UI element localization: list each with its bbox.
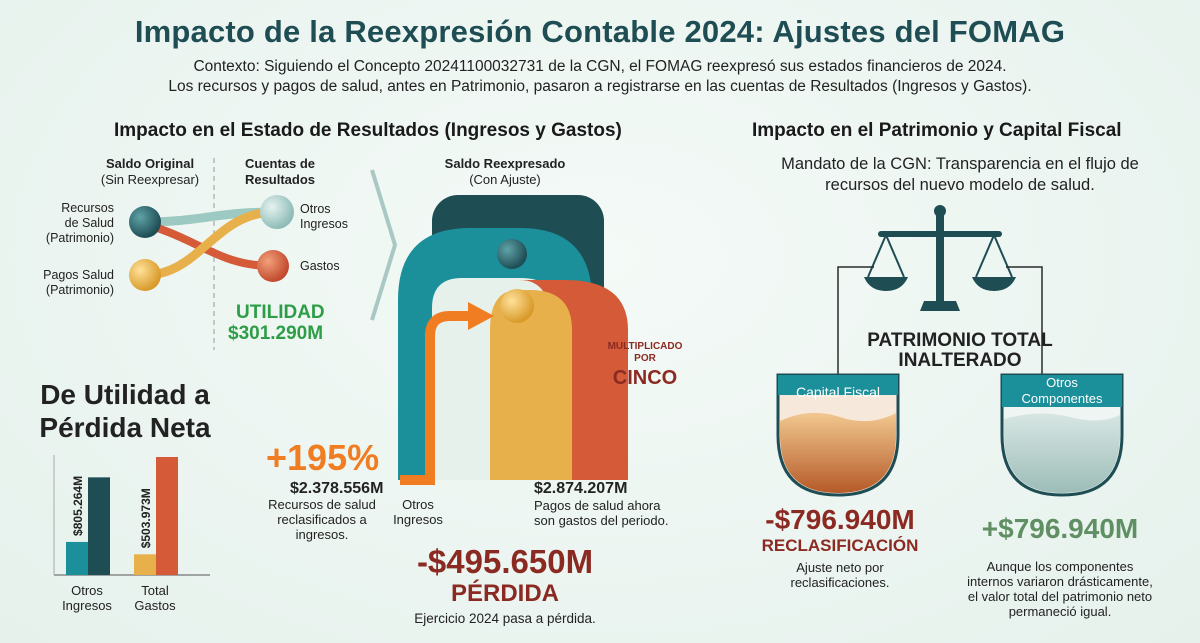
node-pagos-label-1: Pagos Salud <box>43 268 114 282</box>
multiplied-2: POR <box>634 353 656 364</box>
restated-title: Saldo Reexpresado <box>444 156 566 171</box>
income-axis-2: Ingresos <box>393 512 443 527</box>
node-gastos-label: Gastos <box>300 259 340 273</box>
page-title: Impacto de la Reexpresión Contable 2024:… <box>134 14 1066 49</box>
cat-label-1a: Total <box>141 583 169 598</box>
node-recursos-label-3: (Patrimonio) <box>45 231 114 245</box>
equity-left-title: RECLASIFICACIÓN <box>761 536 919 555</box>
node-recursos-label-2: de Salud <box>64 216 114 230</box>
cat-label-1b: Gastos <box>134 598 176 613</box>
utility-label: UTILIDAD <box>236 302 325 323</box>
accounts-title-2: Resultados <box>244 172 316 187</box>
context-line-2: Los recursos y pagos de salud, antes en … <box>168 78 1032 95</box>
cat-label-0a: Otros <box>71 583 103 598</box>
node-recursos <box>129 206 161 238</box>
results-heading: Impacto en el Estado de Resultados (Ingr… <box>114 120 622 141</box>
restated-subtitle: (Con Ajuste) <box>469 172 541 187</box>
jar-right-label-2: Componentes <box>1021 391 1103 406</box>
pct-increase: +195% <box>266 437 380 478</box>
equity-right-desc-1: Aunque los componentes <box>986 559 1134 574</box>
expense-value: $2.874.207M <box>534 480 628 497</box>
original-flow-diagram <box>129 158 294 350</box>
income-desc-1: Recursos de salud <box>268 497 376 512</box>
jar-right-label-1: Otros <box>1046 375 1078 390</box>
expense-desc-1: Pagos de salud ahora <box>534 498 661 513</box>
equity-left-value: -$796.940M <box>765 504 915 535</box>
node-pagos-label-2: (Patrimonio) <box>45 283 114 297</box>
node-recursos-label-1: Recursos <box>61 201 114 215</box>
equity-total-1: PATRIMONIO TOTAL <box>867 330 1053 351</box>
income-axis-1: Otros <box>402 497 434 512</box>
equity-heading: Impacto en el Patrimonio y Capital Fisca… <box>752 120 1122 141</box>
bar-0-0 <box>66 541 88 575</box>
income-desc-3: ingresos. <box>295 527 349 542</box>
loss-label: PÉRDIDA <box>450 580 559 607</box>
loss-value: -$495.650M <box>416 543 594 580</box>
multiplied-3: CINCO <box>612 367 678 389</box>
bar-0-1 <box>88 477 110 575</box>
expense-desc-2: son gastos del periodo. <box>534 513 669 528</box>
equity-total-2: INALTERADO <box>898 350 1022 371</box>
income-value: $2.378.556M <box>290 480 384 497</box>
equity-left-desc-1: Ajuste neto por <box>796 560 884 575</box>
bar-chart: $805.264M $503.973M <box>53 455 210 576</box>
accounts-title-1: Cuentas de <box>244 156 316 171</box>
context-line-1: Contexto: Siguiendo el Concepto 20241100… <box>193 58 1007 75</box>
node-otros <box>260 195 294 229</box>
bar-value-label-1: $503.973M <box>139 488 153 548</box>
cat-label-0b: Ingresos <box>62 598 112 613</box>
original-title: Saldo Original <box>105 156 195 171</box>
node-otros-label-2: Ingresos <box>300 217 348 231</box>
original-subtitle: (Sin Reexpresar) <box>100 172 200 187</box>
income-desc-2: reclasificados a <box>277 512 367 527</box>
utility-value: $301.290M <box>228 323 324 344</box>
equity-right-value: +$796.940M <box>981 513 1139 544</box>
multiplied-1: MULTIPLICADO <box>607 341 683 352</box>
jar-left-label: Capital Fiscal <box>795 384 881 400</box>
equity-right-desc-4: permaneció igual. <box>1008 604 1112 619</box>
equity-right-desc-2: internos variaron drásticamente, <box>967 574 1153 589</box>
restated-flow-diagram <box>370 169 628 485</box>
node-gastos <box>257 250 289 282</box>
bar-1-1 <box>156 457 178 575</box>
node-otros-label-1: Otros <box>300 202 331 216</box>
loss-desc: Ejercicio 2024 pasa a pérdida. <box>414 611 596 626</box>
mandate-line-1: Mandato de la CGN: Transparencia en el f… <box>781 155 1139 173</box>
balance-scale-diagram <box>776 205 1124 497</box>
chart-title: De Utilidad a Pérdida Neta <box>39 379 211 443</box>
equity-left-desc-2: reclasificaciones. <box>790 575 890 590</box>
node-pagos <box>129 259 161 291</box>
bar-1-0 <box>134 554 156 575</box>
bar-value-label-0: $805.264M <box>71 476 85 536</box>
mandate-line-2: recursos del nuevo modelo de salud. <box>825 176 1095 194</box>
equity-right-desc-3: el valor total del patrimonio neto <box>967 589 1153 604</box>
